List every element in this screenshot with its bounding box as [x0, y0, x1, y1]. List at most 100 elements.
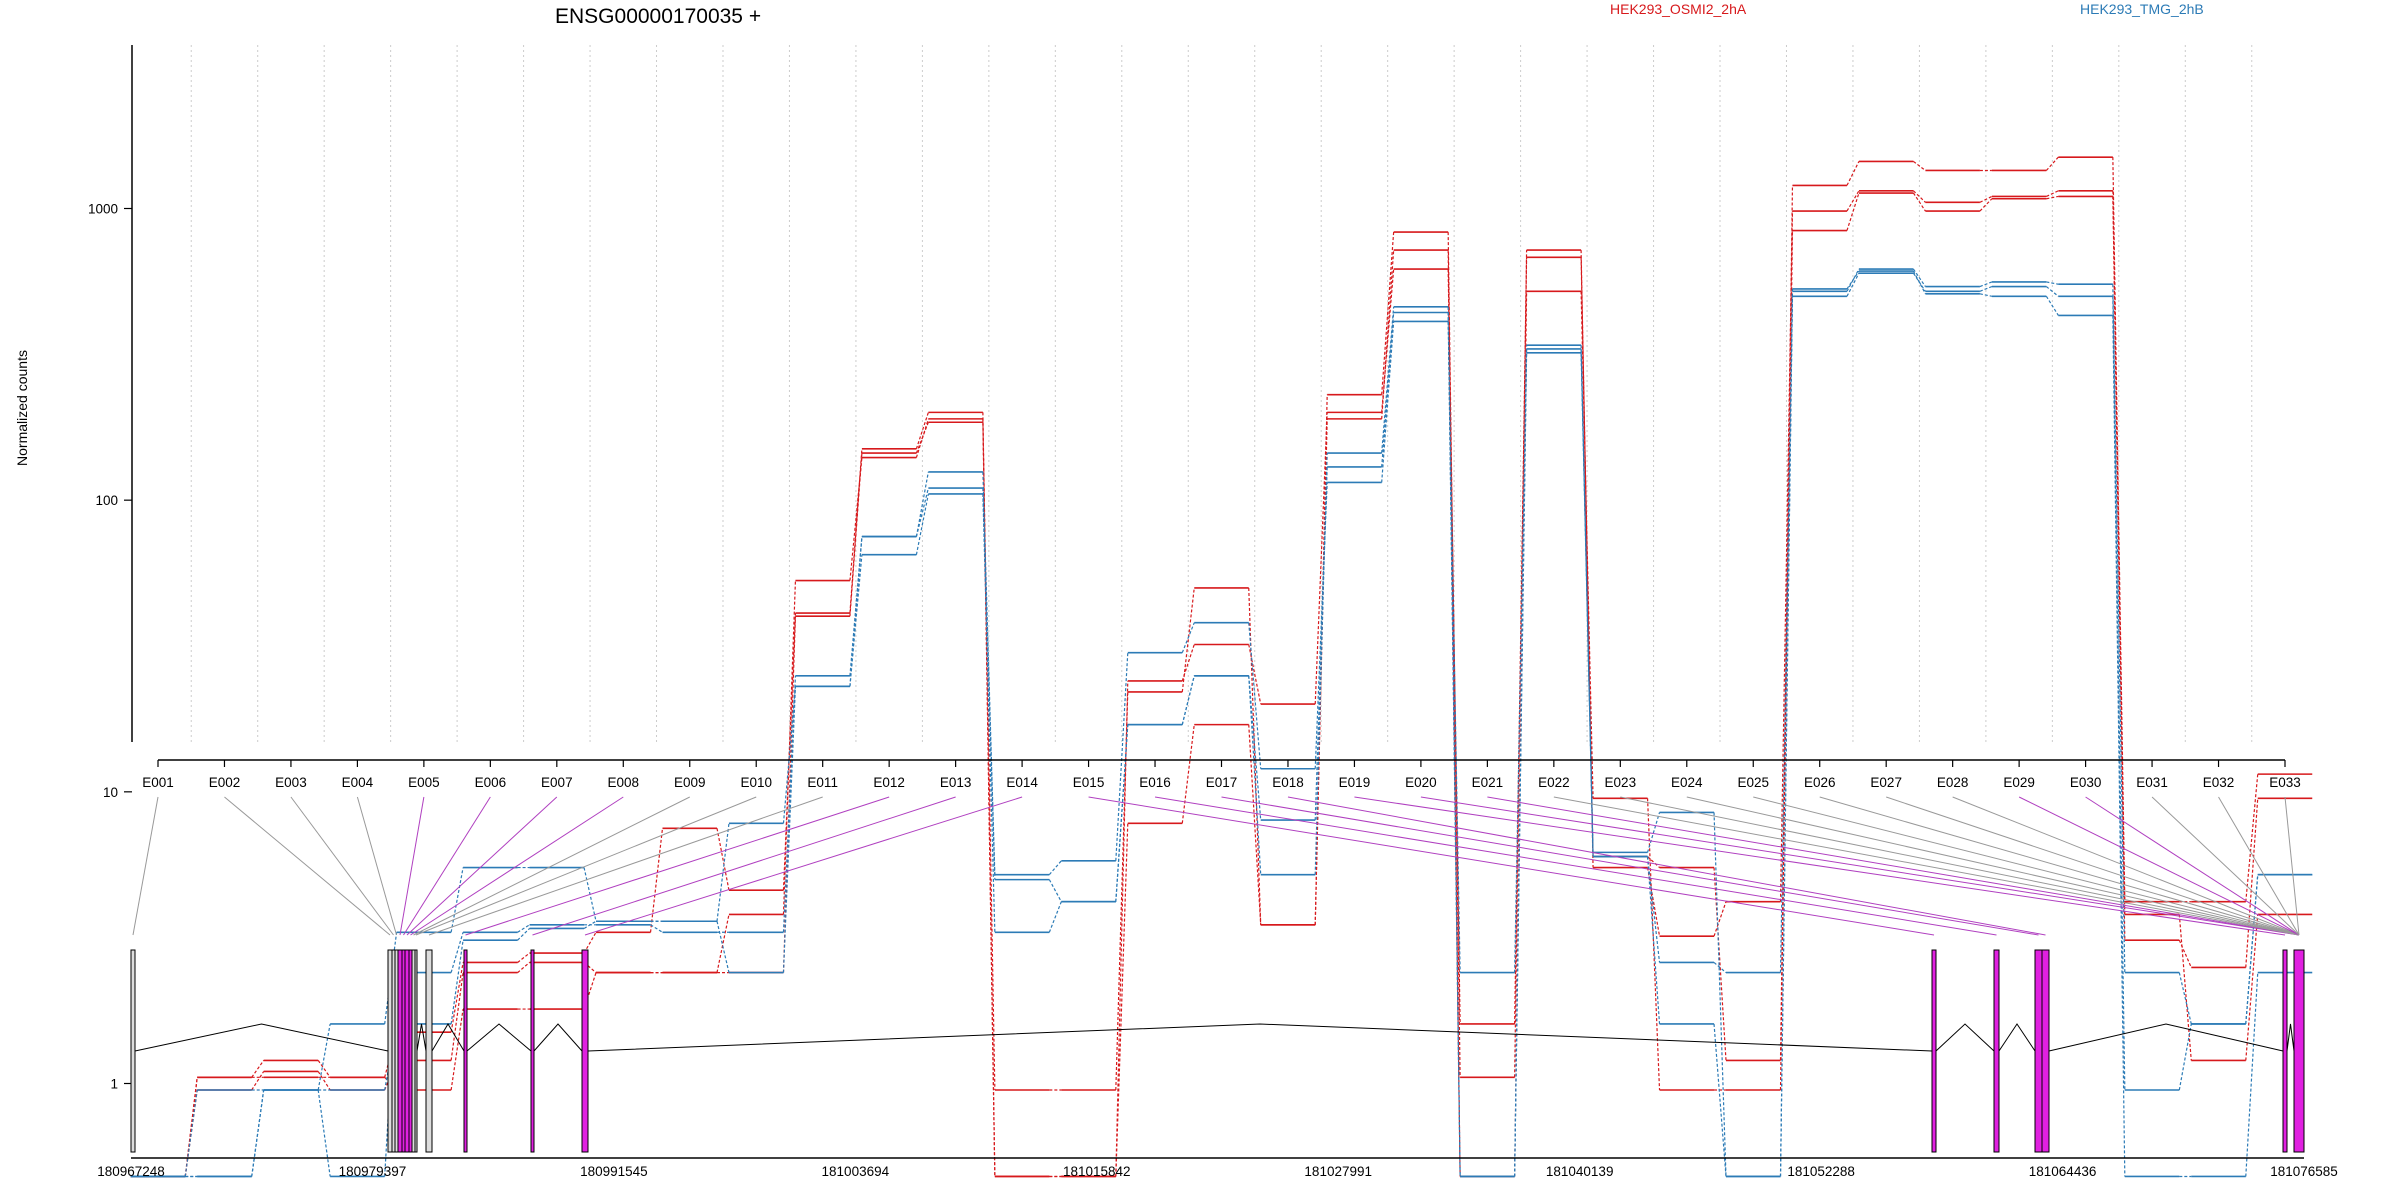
connector-segment — [1713, 1023, 1727, 1177]
exon-block — [1993, 949, 2000, 1153]
exon-connector — [224, 796, 391, 936]
exon-connector — [1420, 796, 2300, 936]
gene-model — [130, 949, 2305, 1153]
connector-segment — [1048, 879, 1062, 903]
connector-segment — [2178, 1023, 2192, 1091]
connector-segment — [1912, 192, 1926, 212]
connector-segment — [1248, 675, 1262, 875]
connector-segment — [184, 1089, 198, 1177]
exon-connector — [2151, 796, 2300, 936]
exon-label: E020 — [1405, 775, 1437, 790]
connector-segment — [1846, 270, 1860, 290]
exon-label: E009 — [674, 775, 706, 790]
y-tick-label: 10 — [103, 785, 118, 800]
exon-label: E011 — [807, 775, 838, 790]
connector-segment — [317, 1071, 331, 1091]
connector-segment — [2178, 914, 2192, 1061]
connector-segment — [2045, 156, 2059, 171]
exon-connector — [132, 796, 159, 936]
connector-segment — [1447, 321, 1461, 973]
connector-segment — [1314, 482, 1328, 769]
connector-segment — [782, 616, 797, 973]
connector-segment — [1979, 293, 1992, 297]
exon-label: E025 — [1737, 775, 1769, 790]
connector-segment — [1580, 352, 1594, 857]
exon-connector — [415, 796, 757, 936]
exon-label: E033 — [2269, 775, 2301, 790]
connector-segment — [1048, 860, 1062, 876]
connector-segment — [1381, 306, 1395, 454]
exon-block — [2041, 949, 2050, 1153]
connector-segment — [317, 1089, 331, 1177]
genome-tick-label: 181076585 — [2270, 1164, 2338, 1179]
exon-connector — [356, 796, 397, 936]
connector-segment — [1314, 453, 1328, 875]
connector-segment — [915, 493, 929, 555]
y-axis: 1 10 100 1000 — [88, 45, 133, 1092]
connector-segment — [915, 422, 929, 454]
connector-segment — [583, 920, 597, 929]
genomic-coordinate-axis: 180967248 180979397 180991545 181003694 1810… — [97, 1157, 2338, 1179]
connector-segment — [2178, 939, 2192, 968]
connector-segment — [517, 962, 530, 974]
exon-connector — [1221, 796, 2039, 936]
genome-tick-label: 181027991 — [1304, 1164, 1372, 1179]
connector-segment — [251, 1060, 265, 1078]
intron — [1935, 1023, 1995, 1052]
connector-segment — [1846, 190, 1860, 212]
exon-connector — [2018, 796, 2300, 936]
connector-segment — [2245, 798, 2259, 968]
intron — [1998, 1023, 2036, 1052]
connector-segment — [1248, 724, 1262, 925]
exon-connector — [2284, 796, 2300, 936]
exon-axis: E001 E002 E003 E004 E005 E006 E007 E008 E009 E010… — [142, 759, 2301, 790]
connector-segment — [915, 412, 929, 449]
connector-segment — [1979, 198, 1993, 212]
connector-segment — [450, 940, 464, 1025]
connector-segment — [1580, 291, 1594, 799]
exon-label: E017 — [1206, 775, 1238, 790]
exon-label: E004 — [342, 775, 374, 790]
connector-segment — [1979, 281, 1993, 288]
connector-segment — [517, 928, 530, 941]
exon-block — [130, 949, 136, 1153]
connector-segment — [517, 924, 530, 933]
series-3 — [130, 192, 2313, 1178]
exon-label: E023 — [1605, 775, 1637, 790]
connector-segment — [1181, 675, 1195, 725]
exon-label: E022 — [1538, 775, 1570, 790]
connector-segment — [716, 828, 730, 891]
connector-segment — [1514, 352, 1528, 1177]
exon-label: E012 — [873, 775, 905, 790]
connector-segment — [1912, 268, 1926, 287]
genome-tick-label: 180967248 — [97, 1164, 165, 1179]
connector-segment — [782, 686, 797, 973]
exon-connector — [2218, 796, 2300, 936]
exon-connector — [406, 796, 558, 936]
intron — [2048, 1023, 2284, 1052]
exon-connector — [465, 796, 890, 936]
connector-segment — [2046, 195, 2059, 200]
exon-connector — [1553, 796, 2300, 936]
genome-tick-label: 181064436 — [2029, 1164, 2097, 1179]
connector-segment — [2245, 774, 2259, 902]
connector-segment — [1381, 232, 1395, 395]
exon-connector — [532, 796, 956, 936]
connector-segment — [184, 1077, 198, 1177]
exon-block — [463, 949, 468, 1153]
series-2 — [130, 189, 2313, 1178]
intron — [416, 1023, 427, 1052]
connector-segment — [2046, 281, 2059, 285]
genome-tick-label: 181015842 — [1063, 1164, 1131, 1179]
connector-segment — [384, 1031, 398, 1078]
intron — [2286, 1023, 2295, 1052]
exon-label: E014 — [1006, 775, 1038, 790]
connector-segment — [1779, 230, 1794, 1091]
connector-segment — [1646, 812, 1661, 853]
connector-segment — [1181, 622, 1195, 653]
connector-segment — [1381, 269, 1395, 413]
exon-connector — [403, 796, 491, 936]
exon-label: E003 — [275, 775, 307, 790]
connector-segment — [517, 952, 530, 963]
